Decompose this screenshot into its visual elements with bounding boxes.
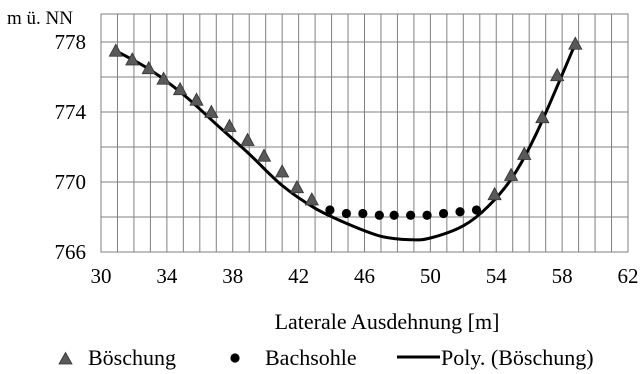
boeschung-point xyxy=(289,179,305,194)
boeschung-point xyxy=(141,60,156,75)
y-tick-label: 774 xyxy=(55,100,87,124)
x-tick-label: 30 xyxy=(91,264,112,288)
boeschung-point xyxy=(172,81,188,96)
bachsohle-point xyxy=(389,210,399,220)
boeschung-point xyxy=(487,186,502,201)
points-bachsohle xyxy=(325,205,482,220)
boeschung-point xyxy=(256,148,272,162)
boeschung-point xyxy=(222,118,237,132)
boeschung-point xyxy=(125,52,140,66)
legend-boeschung-marker xyxy=(58,351,73,365)
bachsohle-point xyxy=(471,205,482,215)
x-tick-label: 58 xyxy=(552,264,573,288)
x-tick-label: 50 xyxy=(420,264,441,288)
boeschung-point xyxy=(517,146,532,160)
y-tick-labels: 766 770 774 778 xyxy=(55,30,87,264)
legend-poly-label: Poly. (Böschung) xyxy=(441,345,594,370)
boeschung-point xyxy=(274,164,290,178)
legend: Böschung Bachsohle Poly. (Böschung) xyxy=(58,345,594,370)
boeschung-point xyxy=(550,67,565,82)
legend-bachsohle-marker xyxy=(230,353,240,363)
bachsohle-point xyxy=(341,208,351,219)
bachsohle-point xyxy=(406,210,416,220)
bachsohle-point xyxy=(325,205,335,215)
y-axis-title: m ü. NN xyxy=(7,8,73,29)
boeschung-point xyxy=(568,36,583,50)
boeschung-point xyxy=(240,132,255,146)
bachsohle-point xyxy=(422,210,432,220)
x-tick-label: 42 xyxy=(288,264,309,288)
boeschung-point xyxy=(503,167,519,181)
bachsohle-point xyxy=(358,208,368,219)
boeschung-point xyxy=(156,71,171,85)
x-tick-labels: 30 34 38 42 46 50 54 58 62 xyxy=(91,264,639,288)
x-tick-label: 38 xyxy=(222,264,243,288)
boeschung-point xyxy=(108,43,123,57)
legend-bachsohle-label: Bachsohle xyxy=(265,345,357,370)
boeschung-point xyxy=(189,92,204,106)
bachsohle-point xyxy=(438,208,449,219)
points-boeschung xyxy=(108,36,583,206)
x-tick-label: 34 xyxy=(156,264,178,288)
y-tick-label: 778 xyxy=(55,30,87,54)
x-tick-label: 62 xyxy=(618,264,639,288)
legend-boeschung-label: Böschung xyxy=(88,345,176,370)
x-tick-label: 46 xyxy=(354,264,375,288)
bachsohle-point xyxy=(455,207,465,217)
x-axis-title: Laterale Ausdehnung [m] xyxy=(275,309,500,334)
bachsohle-point xyxy=(374,210,384,220)
boeschung-point xyxy=(535,109,550,124)
poly-trendline xyxy=(115,43,577,242)
x-tick-label: 54 xyxy=(486,264,508,288)
plot-frame xyxy=(100,13,629,253)
boeschung-point xyxy=(204,104,219,118)
y-tick-label: 766 xyxy=(55,240,87,264)
boeschung-point xyxy=(304,192,319,206)
y-tick-label: 770 xyxy=(55,170,87,194)
